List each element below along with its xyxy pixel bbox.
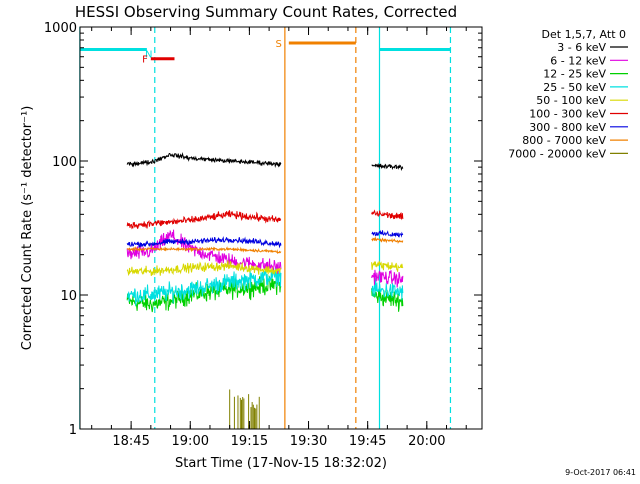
legend-label: 12 - 25 keV [543,68,606,81]
legend-label: 6 - 12 keV [550,54,606,67]
series-line [126,246,282,255]
series-line [127,266,282,306]
series-line [371,269,404,288]
series-line [371,278,404,301]
y-tick-label: 10 [60,289,77,304]
timestamp: 9-Oct-2017 06:41 [565,468,636,477]
series-line [126,236,282,249]
legend-label: 3 - 6 keV [557,41,606,54]
legend-label: 800 - 7000 keV [522,134,606,147]
series-line [126,260,282,277]
x-tick-label: 19:00 [172,434,209,449]
chart-title: HESSI Observing Summary Count Rates, Cor… [75,3,457,21]
y-tick-label: 1000 [44,21,77,36]
series-line [371,260,404,272]
legend-label: 25 - 50 keV [543,81,606,94]
y-axis-label: Corrected Count Rate (s⁻¹ detector⁻¹) [20,106,35,351]
series-line [371,209,404,221]
x-tick-label: 19:45 [349,434,386,449]
night-flag-label: N [145,49,152,60]
series-line [126,151,282,168]
legend-header: Det 1,5,7, Att 0 [542,28,626,41]
flare-flag-label: F [142,55,148,66]
series-line [371,162,404,171]
legend-label: 300 - 800 keV [529,121,606,134]
legend-label: 100 - 300 keV [529,108,606,121]
series-line [126,210,282,230]
legend-label: 7000 - 20000 keV [508,147,606,160]
legend-label: 50 - 100 keV [536,94,606,107]
plot-frame [79,26,483,430]
x-tick-label: 19:15 [231,434,268,449]
series-line [371,236,404,245]
x-tick-label: 20:00 [408,434,445,449]
y-tick-label: 100 [52,155,77,170]
series-7000-20000-kev [229,389,260,429]
series-line [126,274,282,313]
x-tick-label: 19:30 [290,434,327,449]
x-axis-label: Start Time (17-Nov-15 18:32:02) [175,456,387,471]
y-tick-label: 1 [69,423,77,438]
x-tick-label: 18:45 [112,434,149,449]
saa-flag-label: S [276,39,282,50]
series-line [371,229,404,238]
